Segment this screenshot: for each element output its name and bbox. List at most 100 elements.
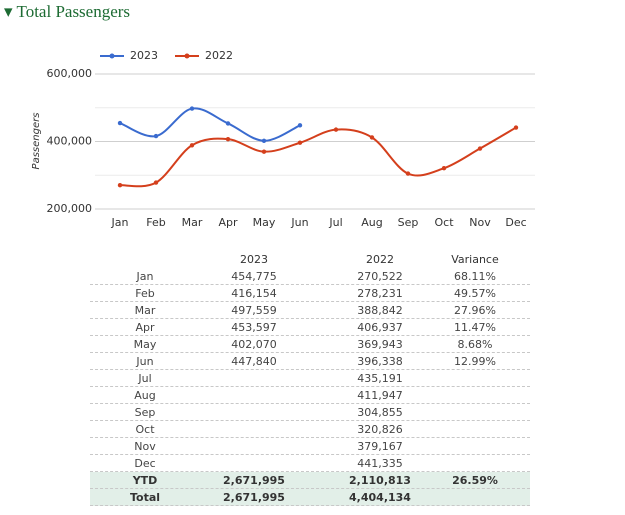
x-tick-label: May <box>253 216 276 229</box>
table-cell: Sep <box>134 406 156 419</box>
table-row: Aug 411,947 <box>90 387 530 404</box>
table-row: Dec 441,335 <box>90 455 530 472</box>
table-cell: 27.96% <box>454 304 496 317</box>
table-cell: 411,947 <box>357 389 403 402</box>
table-cell: Aug <box>134 389 156 402</box>
table-row: May 402,070 369,943 8.68% <box>90 336 530 353</box>
legend-marker <box>109 53 115 59</box>
table-row: Oct 320,826 <box>90 421 530 438</box>
y-tick-label: 200,000 <box>47 202 93 215</box>
x-tick-label: Jan <box>111 216 129 229</box>
x-tick-label: Feb <box>146 216 165 229</box>
table-cell: YTD <box>132 474 158 487</box>
point <box>405 171 411 176</box>
point <box>189 143 195 148</box>
point <box>333 127 339 132</box>
table-cell: Nov <box>134 440 156 453</box>
point <box>153 133 159 139</box>
table-cell: 379,167 <box>357 440 403 453</box>
x-tick-label: Jun <box>290 216 308 229</box>
table-cell: 26.59% <box>452 474 498 487</box>
table-cell: 270,522 <box>357 270 403 283</box>
point <box>441 166 447 171</box>
chart: Passengers 200,000 400,000 600,000 Jan Feb Ma… <box>31 49 535 229</box>
table-cell: Jan <box>136 270 154 283</box>
table-cell: Jul <box>138 372 152 385</box>
table-cell: Total <box>129 491 161 504</box>
table-row: Jul 435,191 <box>90 370 530 387</box>
x-tick-label: Dec <box>505 216 526 229</box>
table-cell: 497,559 <box>231 304 277 317</box>
y-tick-label: 600,000 <box>47 67 93 80</box>
table-cell: 447,840 <box>231 355 277 368</box>
table-cell: Apr <box>135 321 155 334</box>
point <box>297 123 303 128</box>
data-table: 2023 2022 Variance Jan 454,775 270,522 68.11% F… <box>90 251 530 506</box>
x-tick-label: Aug <box>361 216 382 229</box>
x-tick-label: Oct <box>434 216 454 229</box>
table-cell: 2,110,813 <box>349 474 411 487</box>
table-row: Total 2,671,995 4,404,134 <box>90 489 530 506</box>
legend-marker <box>184 53 190 59</box>
table-cell: Oct <box>135 423 155 436</box>
point <box>513 125 519 130</box>
line-series <box>119 107 301 142</box>
table-cell: 402,070 <box>231 338 277 351</box>
table-row: Mar 497,559 388,842 27.96% <box>90 302 530 319</box>
table-cell: Variance <box>451 253 499 266</box>
table-row: Apr 453,597 406,937 11.47% <box>90 319 530 336</box>
x-tick-label: Jul <box>328 216 342 229</box>
table-row: Jun 447,840 396,338 12.99% <box>90 353 530 370</box>
table-cell: 435,191 <box>357 372 403 385</box>
table-cell: 2,671,995 <box>223 491 285 504</box>
table-cell: 12.99% <box>454 355 496 368</box>
table-cell: 49.57% <box>454 287 496 300</box>
table-cell: 454,775 <box>231 270 277 283</box>
y-tick-label: 400,000 <box>47 135 93 148</box>
x-tick-label: Apr <box>218 216 238 229</box>
table-cell: 11.47% <box>454 321 496 334</box>
table-cell: 320,826 <box>357 423 403 436</box>
table-header: 2023 2022 Variance <box>90 251 530 268</box>
point <box>153 180 159 185</box>
table-cell: 8.68% <box>457 338 493 351</box>
table-cell: 4,404,134 <box>349 491 411 504</box>
point <box>297 140 303 145</box>
table-row: Sep 304,855 <box>90 404 530 421</box>
collapse-icon[interactable]: ▾ <box>4 2 13 21</box>
line-series <box>119 126 517 188</box>
section-title[interactable]: ▾ Total Passengers <box>4 2 130 22</box>
table-cell: 396,338 <box>357 355 403 368</box>
table-cell: 2022 <box>366 253 394 266</box>
legend-label: 2022 <box>205 49 233 62</box>
table-row: Nov 379,167 <box>90 438 530 455</box>
table-cell: Jun <box>136 355 154 368</box>
point <box>225 136 231 142</box>
table-row: Feb 416,154 278,231 49.57% <box>90 285 530 302</box>
table-row: YTD 2,671,995 2,110,813 26.59% <box>90 472 530 489</box>
point <box>117 120 123 126</box>
x-tick-label: Nov <box>469 216 491 229</box>
section-title-text: Total Passengers <box>16 2 131 21</box>
table-cell: Dec <box>134 457 156 470</box>
table-cell: 278,231 <box>357 287 403 300</box>
table-cell: 369,943 <box>357 338 403 351</box>
table-cell: May <box>133 338 157 351</box>
point <box>261 138 267 144</box>
table-cell: Feb <box>135 287 155 300</box>
table-cell: Mar <box>134 304 156 317</box>
point <box>369 135 375 140</box>
table-cell: 304,855 <box>357 406 403 419</box>
table-cell: 406,937 <box>357 321 403 334</box>
table-cell: 68.11% <box>454 270 496 283</box>
table-cell: 441,335 <box>357 457 403 470</box>
table-cell: 416,154 <box>231 287 277 300</box>
table-cell: 388,842 <box>357 304 403 317</box>
y-axis-label: Passengers <box>31 113 42 170</box>
point <box>477 146 483 151</box>
x-tick-label: Mar <box>182 216 203 229</box>
table-cell: 2,671,995 <box>223 474 285 487</box>
point <box>261 149 267 154</box>
table-cell: 2023 <box>240 253 268 266</box>
